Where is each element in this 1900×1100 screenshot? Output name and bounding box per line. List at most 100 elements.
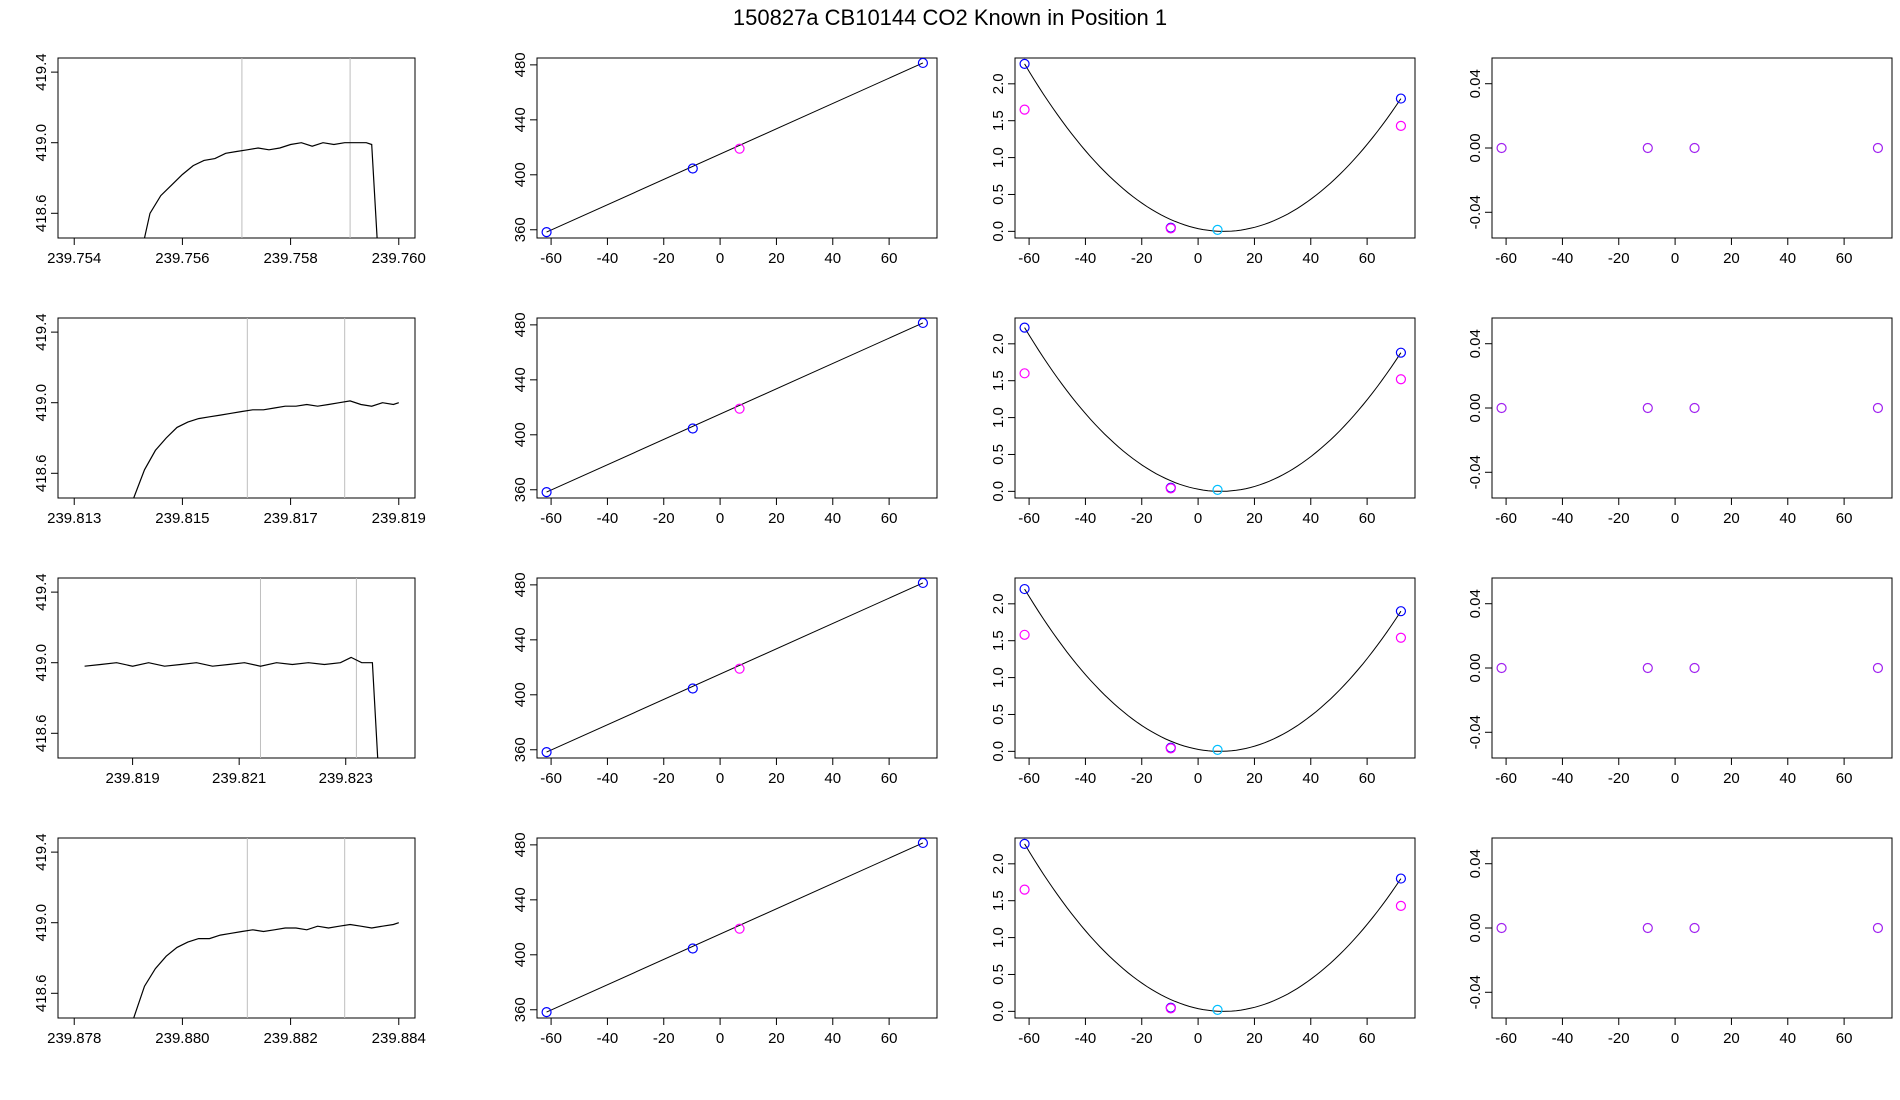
chart-panel-fit: -60 -40 -20 0 20 40 60 360 400 440 480 [512,312,938,527]
y-tick-label: 0.5 [990,964,1007,985]
y-tick-label: 0.04 [1467,69,1484,98]
x-tick-label: 20 [768,510,785,527]
data-point [1165,223,1176,234]
x-tick-label: -40 [1075,770,1097,787]
x-tick-label: -20 [1608,770,1630,787]
data-point [1642,922,1653,934]
y-tick-label: 440 [512,107,529,132]
data-point [1019,58,1030,70]
y-tick-label: 1.5 [990,630,1007,651]
data-point [1642,402,1653,414]
x-tick-label: 0 [1194,1030,1202,1047]
y-tick-label: 440 [512,887,529,912]
data-point [1165,483,1176,494]
y-tick-label: 0.00 [1467,133,1484,162]
x-tick-label: -60 [1018,770,1040,787]
figure-title: 150827a CB10144 CO2 Known in Position 1 [733,5,1167,30]
x-tick-label: 0 [1194,250,1202,267]
plot-area [1024,588,1402,752]
y-tick-label: 480 [512,572,529,597]
data-point [1019,884,1030,895]
y-tick-label: 1.5 [990,370,1007,391]
x-tick-label: 40 [1302,510,1319,527]
x-tick-label: -40 [597,510,619,527]
x-tick-label: -20 [653,1030,675,1047]
x-tick-label: 60 [1359,250,1376,267]
x-tick-label: -20 [653,250,675,267]
x-tick-label: 239.819 [105,770,159,787]
y-tick-label: -0.04 [1467,455,1484,489]
y-tick-label: 418.6 [33,975,50,1013]
x-tick-label: 20 [1723,250,1740,267]
x-tick-label: 20 [1723,770,1740,787]
chart-panel-fit: -60 -40 -20 0 20 40 60 360 400 440 480 [512,832,938,1047]
y-tick-label: 0.0 [990,741,1007,762]
chart-panel-residuals: -60 -40 -20 0 20 40 60 -0.04 0.00 0.04 [1467,317,1893,527]
y-tick-label: 0.00 [1467,653,1484,682]
plot-frame [57,837,416,1019]
panel-grid: 239.754 239.756 239.758 239.760 418.6 419.0 41… [33,52,1893,1047]
data-trace-line [133,400,399,498]
y-tick-label: 0.5 [990,184,1007,205]
x-tick-label: -40 [1552,250,1574,267]
x-tick-label: 40 [1779,1030,1796,1047]
x-tick-label: 60 [1359,510,1376,527]
data-point [687,163,698,174]
y-tick-label: 419.4 [33,53,50,91]
x-tick-label: 0 [1671,1030,1679,1047]
x-tick-label: 239.756 [155,250,209,267]
x-tick-label: 60 [1836,770,1853,787]
y-tick-label: 418.6 [33,455,50,493]
y-tick-label: 0.04 [1467,589,1484,618]
y-tick-label: 0.04 [1467,329,1484,358]
x-tick-label: -60 [540,770,562,787]
data-point [541,1006,552,1018]
quadratic-fit-curve [1024,843,1402,1012]
x-tick-label: 0 [1671,510,1679,527]
data-point [1019,368,1030,379]
x-tick-label: -20 [1131,1030,1153,1047]
chart-panel-timeseries: 239.878 239.880 239.882 239.884 418.6 419.0 41… [33,833,426,1047]
x-tick-label: 20 [1246,770,1263,787]
x-tick-label: -60 [1495,770,1517,787]
chart-panel-timeseries: 239.819 239.821 239.823 418.6 419.0 419.4 [33,573,416,787]
chart-panel-timeseries: 239.754 239.756 239.758 239.760 418.6 419.0 41… [33,53,426,267]
x-tick-label: -60 [1495,250,1517,267]
data-point [1019,838,1030,850]
x-tick-label: -20 [1131,250,1153,267]
data-point [1395,347,1407,358]
plot-area [133,838,399,1018]
data-point [1642,662,1653,674]
quadratic-fit-curve [1024,588,1402,752]
chart-panel-linear_removed: -60 -40 -20 0 20 40 60 0.0 0.5 1.0 1.5 2.0 [990,577,1416,787]
x-tick-label: 60 [881,510,898,527]
data-trace-line [133,922,399,1018]
x-tick-label: 60 [881,770,898,787]
x-tick-label: 239.880 [155,1030,209,1047]
x-tick-label: -40 [1075,1030,1097,1047]
y-tick-label: 400 [512,422,529,447]
data-point [1019,629,1030,640]
x-tick-label: 0 [1671,250,1679,267]
y-tick-label: 0.0 [990,221,1007,242]
x-tick-label: 40 [824,1030,841,1047]
chart-panel-timeseries: 239.813 239.815 239.817 239.819 418.6 419.0 41… [33,313,426,527]
data-point [1395,606,1407,617]
chart-panel-residuals: -60 -40 -20 0 20 40 60 -0.04 0.00 0.04 [1467,837,1893,1047]
x-tick-label: 60 [1836,1030,1853,1047]
x-tick-label: 40 [1779,510,1796,527]
plot-frame [57,317,416,499]
x-tick-label: -20 [1608,510,1630,527]
x-tick-label: 0 [1194,510,1202,527]
y-tick-label: -0.04 [1467,195,1484,229]
data-point [1496,662,1507,674]
y-tick-label: 1.0 [990,667,1007,688]
y-tick-label: 419.0 [33,904,50,942]
data-point [1689,662,1700,674]
data-point [1872,142,1884,154]
x-tick-label: -40 [1075,510,1097,527]
x-tick-label: 0 [1194,770,1202,787]
plot-frame [536,837,938,1019]
data-point [1496,402,1507,414]
